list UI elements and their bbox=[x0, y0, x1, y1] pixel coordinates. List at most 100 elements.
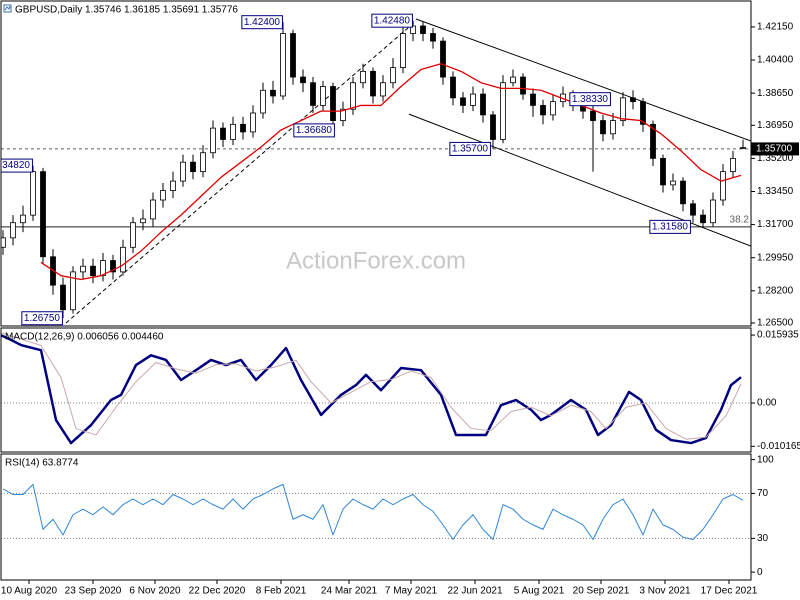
annotation-label: 1.34820 bbox=[0, 160, 30, 171]
candle-body bbox=[120, 246, 126, 273]
candle-body bbox=[540, 105, 546, 116]
y-tick-label: 0.015935 bbox=[757, 330, 799, 341]
candle-body bbox=[230, 123, 236, 140]
annotation-box bbox=[569, 92, 611, 107]
x-tick-label: 6 Nov 2020 bbox=[129, 586, 181, 597]
annotation-box bbox=[241, 15, 283, 30]
annotation-label: 1.42480 bbox=[374, 15, 411, 26]
y-tick-label: -0.010165 bbox=[757, 441, 800, 452]
candle-body bbox=[190, 161, 196, 173]
y-tick-label: 1.42150 bbox=[757, 22, 794, 33]
candle-body bbox=[530, 93, 536, 106]
indicator-line bbox=[1, 334, 742, 445]
level-label: 38.2 bbox=[730, 215, 750, 226]
candle-body bbox=[200, 152, 206, 173]
panel-frame bbox=[0, 0, 752, 327]
candle-body bbox=[310, 82, 316, 106]
annotation-label: 1.42400 bbox=[244, 17, 281, 28]
panel-title: RSI(14) 63.8774 bbox=[5, 458, 79, 469]
trend-line bbox=[408, 113, 751, 247]
x-tick-label: 22 Jun 2021 bbox=[447, 586, 502, 597]
annotation-label: 1.36680 bbox=[296, 125, 333, 136]
candle-body bbox=[150, 199, 156, 220]
panel-title: GBPUSD,Daily 1.35746 1.36185 1.35691 1.3… bbox=[15, 5, 238, 16]
trend-line bbox=[65, 20, 417, 324]
candle-body bbox=[360, 70, 366, 84]
candle-body bbox=[470, 93, 476, 106]
candle-body bbox=[170, 180, 176, 191]
y-tick-label: 100 bbox=[757, 454, 774, 465]
y-tick-label: 1.38650 bbox=[757, 88, 794, 99]
y-tick-label: 1.35200 bbox=[757, 153, 794, 164]
trend-line bbox=[415, 18, 751, 142]
candle-body bbox=[260, 89, 266, 114]
indicator-line bbox=[1, 332, 742, 440]
annotation-label: 1.38330 bbox=[572, 94, 609, 105]
annotation-box bbox=[21, 311, 63, 326]
x-tick-label: 23 Sep 2020 bbox=[65, 586, 122, 597]
price-tag-label: 1.35700 bbox=[756, 144, 793, 155]
candle-body bbox=[660, 157, 666, 186]
candle-body bbox=[290, 33, 296, 78]
y-tick-label: 1.26500 bbox=[757, 318, 794, 329]
annotation-box bbox=[649, 219, 691, 234]
candle-body bbox=[1, 237, 6, 248]
candle-body bbox=[700, 214, 706, 224]
panel bbox=[1, 332, 751, 445]
x-tick-label: 7 May 2021 bbox=[385, 586, 438, 597]
candle-body bbox=[620, 97, 626, 121]
candle-body bbox=[60, 284, 66, 311]
candle-body bbox=[80, 265, 86, 273]
candle-body bbox=[740, 147, 746, 149]
candle-body bbox=[100, 260, 106, 277]
candle-body bbox=[320, 86, 326, 106]
candle-body bbox=[410, 25, 416, 34]
candle-body bbox=[380, 82, 386, 97]
candle-body bbox=[70, 271, 76, 311]
candle-body bbox=[140, 218, 146, 224]
candle-body bbox=[30, 171, 36, 216]
candle-body bbox=[420, 25, 426, 34]
x-tick-label: 3 Nov 2021 bbox=[639, 586, 691, 597]
annotation-box bbox=[449, 141, 491, 156]
watermark: ActionForex.com bbox=[286, 247, 466, 274]
candle-body bbox=[240, 123, 246, 133]
candle-body bbox=[610, 120, 616, 135]
candle-body bbox=[110, 260, 116, 273]
y-tick-label: 1.40400 bbox=[757, 55, 794, 66]
candle-body bbox=[680, 180, 686, 205]
candle-body bbox=[300, 76, 306, 84]
candle-body bbox=[650, 123, 656, 159]
y-tick-label: 1.33450 bbox=[757, 186, 794, 197]
annotation-label: 1.26750 bbox=[24, 313, 61, 324]
candle-body bbox=[640, 101, 646, 125]
y-tick-label: 1.29950 bbox=[757, 252, 794, 263]
y-tick-label: 0 bbox=[757, 567, 763, 578]
candle-body bbox=[180, 161, 186, 182]
annotation-box bbox=[293, 123, 335, 138]
candle-body bbox=[340, 108, 346, 121]
panel: ActionForex.com 38.2 1.34820 1.26750 1.42400… bbox=[0, 13, 751, 326]
x-tick-label: 10 Aug 2020 bbox=[1, 586, 58, 597]
candle-body bbox=[480, 93, 486, 116]
y-tick-label: 1.28200 bbox=[757, 285, 794, 296]
candle-body bbox=[450, 76, 456, 99]
x-tick-label: 20 Sep 2021 bbox=[573, 586, 630, 597]
candle-body bbox=[250, 112, 256, 133]
candle-body bbox=[10, 222, 16, 239]
candle-body bbox=[430, 33, 436, 42]
candle-body bbox=[630, 97, 636, 103]
candle-body bbox=[520, 76, 526, 95]
candle-body bbox=[270, 89, 276, 97]
candle-body bbox=[390, 67, 396, 84]
candle-body bbox=[490, 114, 496, 140]
candle-body bbox=[550, 101, 556, 116]
annotation-box bbox=[371, 13, 413, 28]
candle-body bbox=[590, 110, 596, 121]
candle-body bbox=[280, 33, 286, 97]
price-tag bbox=[751, 142, 799, 156]
candle-body bbox=[330, 86, 336, 121]
y-tick-label: 30 bbox=[757, 533, 769, 544]
